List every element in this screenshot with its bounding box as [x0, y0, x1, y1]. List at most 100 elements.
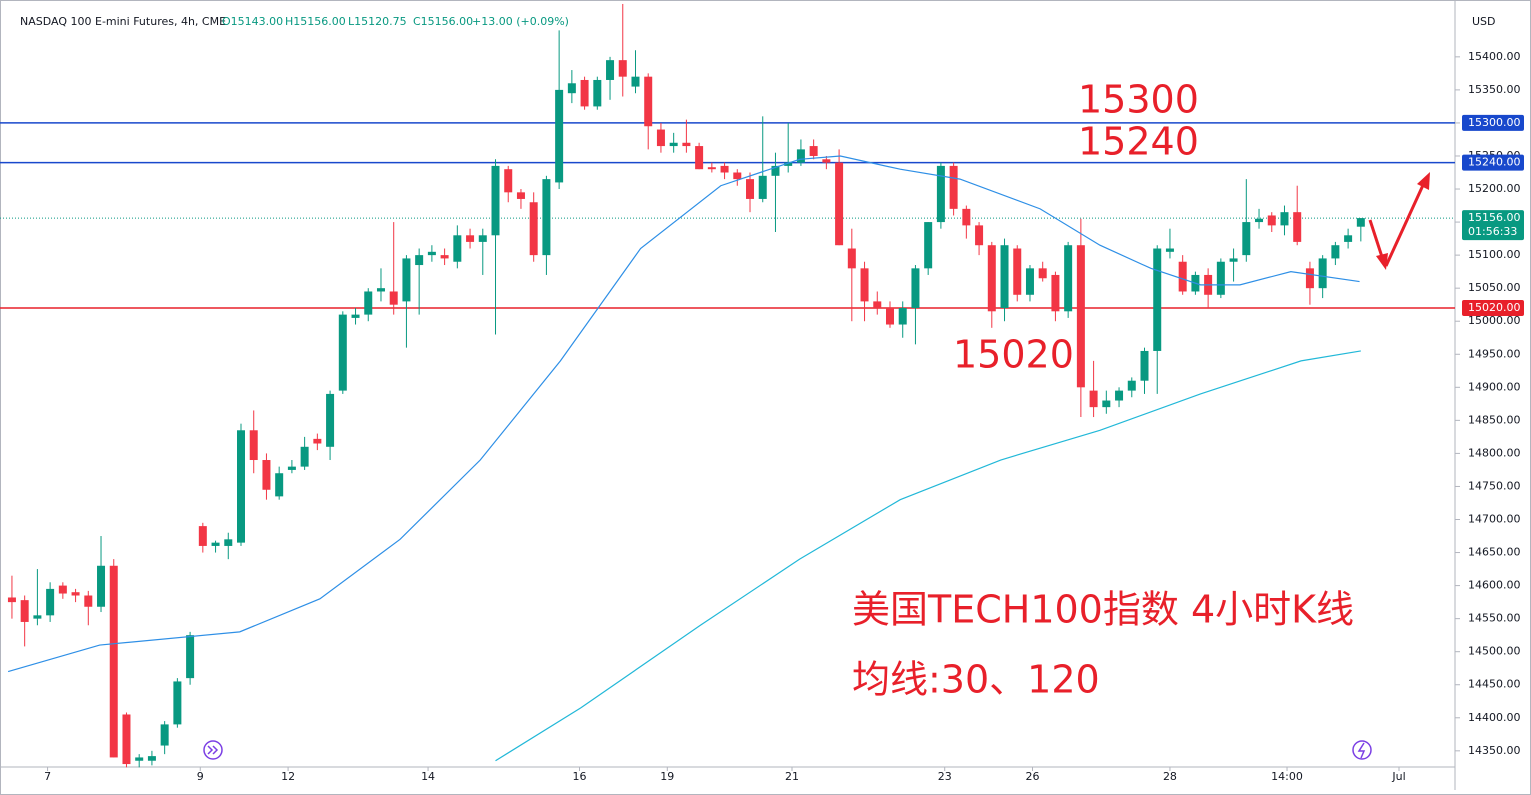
level-tag	[1462, 114, 1524, 131]
candle-body	[173, 681, 182, 725]
y-tick-label: 14800.00	[1468, 446, 1521, 459]
candle-body	[1216, 261, 1225, 295]
icons[interactable]	[203, 740, 1372, 760]
x-tick-label: 14	[421, 770, 435, 783]
candle-body	[516, 192, 525, 199]
annotation: 均线:30、120	[852, 658, 1100, 702]
plot	[0, 3, 1455, 768]
candle-body	[237, 430, 246, 543]
candle-body	[542, 179, 551, 256]
candle-body	[911, 268, 920, 308]
x-tick-label: 28	[1163, 770, 1177, 783]
y-tick-label: 14850.00	[1468, 413, 1521, 426]
candle-body	[351, 314, 360, 318]
candle-body	[656, 129, 665, 147]
candle-body	[466, 235, 475, 242]
y-tick-label: 15000.00	[1468, 314, 1521, 327]
level-label: 15300.00	[1468, 116, 1521, 129]
x-tick-label: 12	[281, 770, 295, 783]
candle-body	[746, 179, 755, 199]
candle-body	[364, 291, 373, 315]
candle-body	[109, 565, 118, 758]
candle-body	[809, 146, 818, 156]
level-tag	[1462, 154, 1524, 171]
annotation: 美国TECH100指数 4小时K线	[852, 588, 1354, 632]
y-tick-label: 15100.00	[1468, 248, 1521, 261]
y-tick-label: 14550.00	[1468, 612, 1521, 625]
candle-body	[885, 308, 894, 325]
candle-body	[376, 288, 385, 292]
candle-body	[835, 162, 844, 246]
candle-body	[580, 79, 589, 107]
candle-body	[160, 724, 169, 746]
candle-body	[300, 446, 309, 467]
candle-body	[1153, 248, 1162, 351]
moving-average	[495, 350, 1361, 762]
candle-body	[198, 526, 207, 546]
x-tick-label: 16	[572, 770, 586, 783]
candle-body	[33, 615, 42, 619]
candle-body	[1165, 248, 1174, 252]
level-label: 15240.00	[1468, 156, 1521, 169]
y-tick-label: 14950.00	[1468, 347, 1521, 360]
y-tick-label: 15400.00	[1468, 50, 1521, 63]
annotation: 15020	[953, 333, 1074, 377]
candle-body	[1038, 268, 1047, 279]
candle-body	[427, 251, 436, 256]
candle-body	[135, 757, 144, 761]
annotation: 15240	[1078, 120, 1199, 164]
y-tick-label: 15050.00	[1468, 281, 1521, 294]
countdown: 01:56:33	[1468, 225, 1517, 238]
candle-body	[1013, 248, 1022, 295]
symbol: NASDAQ 100 E-mini Futures, 4h, CME	[20, 15, 226, 28]
candle-body	[453, 235, 462, 262]
candle-body	[249, 430, 258, 461]
candle-body	[58, 585, 67, 594]
x-tick-label: 14:00	[1271, 770, 1303, 783]
x-tick-label: 26	[1026, 770, 1040, 783]
candle-body	[644, 76, 653, 127]
candle-body	[555, 89, 564, 183]
annotation: 15300	[1078, 78, 1199, 122]
candle-body	[898, 308, 907, 325]
candle-body	[606, 60, 615, 80]
x-tick-label: 21	[785, 770, 799, 783]
candle-body	[504, 169, 513, 193]
x-tick-label: 19	[660, 770, 674, 783]
candle-body	[97, 565, 106, 607]
candle-body	[224, 539, 233, 546]
level-label: 15020.00	[1468, 301, 1521, 314]
y-tick-label: 14700.00	[1468, 513, 1521, 526]
candle-body	[84, 595, 93, 607]
change: +13.00 (+0.09%)	[472, 15, 569, 28]
candle-body	[975, 225, 984, 246]
candle-body	[847, 248, 856, 269]
y-tick-label: 14400.00	[1468, 711, 1521, 724]
y-tick-label: 14750.00	[1468, 479, 1521, 492]
close: C15156.00	[413, 15, 473, 28]
candle-body	[1000, 245, 1009, 308]
candle-body	[962, 208, 971, 226]
y-tick-label: 14500.00	[1468, 645, 1521, 658]
candle-body	[1293, 212, 1302, 242]
candle-body	[707, 167, 716, 170]
candle-body	[1305, 268, 1314, 289]
candle-body	[1127, 380, 1136, 391]
candle-body	[186, 635, 195, 679]
y-tick-label: 14600.00	[1468, 579, 1521, 592]
candle-body	[796, 149, 805, 163]
candle-body	[593, 79, 602, 107]
candle-body	[529, 202, 538, 256]
x-tick-label: 23	[938, 770, 952, 783]
candle-body	[1267, 215, 1276, 226]
x-tick-label: 7	[44, 770, 51, 783]
candle-body	[771, 165, 780, 176]
candle-body	[1140, 350, 1149, 381]
candle-body	[1331, 245, 1340, 259]
candle-body	[695, 146, 704, 170]
candle-body	[46, 588, 55, 616]
candle-body	[415, 255, 424, 266]
candle-body	[389, 291, 398, 305]
candle-body	[1115, 390, 1124, 401]
